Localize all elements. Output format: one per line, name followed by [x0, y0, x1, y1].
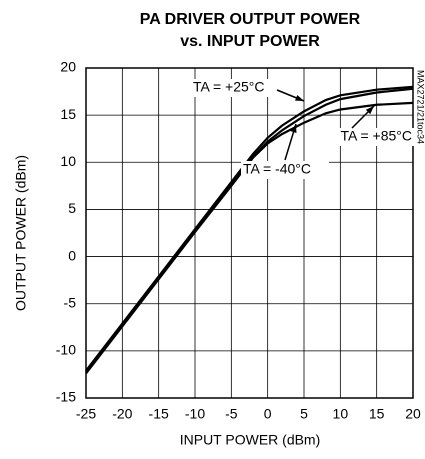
legend-label: TA = +25°C — [193, 79, 265, 95]
arrow-head — [290, 124, 297, 133]
y-tick-label: 0 — [68, 247, 76, 263]
x-tick-label: -5 — [225, 406, 238, 422]
x-tick-label: -10 — [185, 406, 205, 422]
y-tick-label: -5 — [64, 294, 77, 310]
chart-title: PA DRIVER OUTPUT POWER — [140, 11, 361, 28]
x-tick-label: -25 — [76, 406, 96, 422]
legend-label: TA = -40°C — [243, 161, 311, 177]
y-tick-label: -15 — [56, 389, 76, 405]
x-tick-label: 0 — [264, 406, 272, 422]
x-tick-label: -15 — [149, 406, 169, 422]
x-tick-label: 15 — [369, 406, 385, 422]
chart-title: vs. INPUT POWER — [180, 33, 320, 50]
label-bg — [326, 128, 414, 146]
y-tick-label: -10 — [56, 342, 76, 358]
side-note: MAX2721/21toc34 — [416, 70, 425, 144]
arrow-head — [365, 106, 374, 115]
x-tick-label: 10 — [333, 406, 349, 422]
y-tick-label: 10 — [60, 153, 76, 169]
label-bg — [191, 79, 279, 97]
legend-label: TA = +85°C — [341, 128, 413, 144]
y-tick-label: 5 — [68, 200, 76, 216]
arrow-head — [295, 94, 304, 101]
y-tick-label: 15 — [60, 106, 76, 122]
x-tick-label: -20 — [112, 406, 132, 422]
y-axis-label: OUTPUT POWER (dBm) — [13, 155, 29, 311]
x-tick-label: 5 — [300, 406, 308, 422]
label-bg — [241, 161, 329, 179]
y-tick-label: 20 — [60, 59, 76, 75]
series-line — [85, 101, 414, 375]
series-line — [85, 85, 414, 372]
x-tick-label: 20 — [405, 406, 421, 422]
x-axis-label: INPUT POWER (dBm) — [180, 432, 321, 448]
plot-frame — [85, 67, 414, 399]
